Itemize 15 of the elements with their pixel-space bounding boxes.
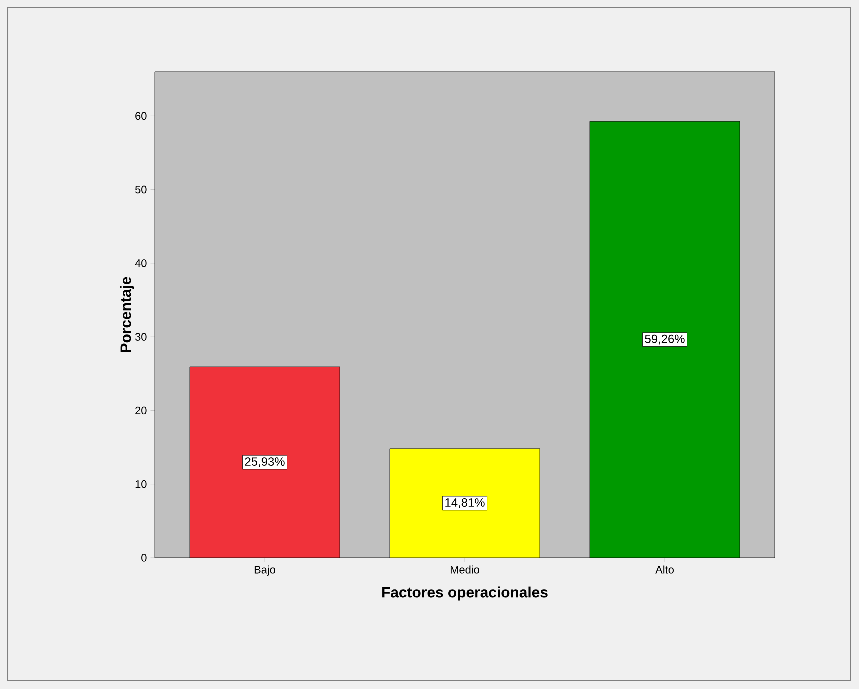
y-tick-label: 0 bbox=[142, 554, 147, 562]
x-tick-label: Alto bbox=[656, 566, 674, 574]
y-tick-label: 10 bbox=[136, 480, 147, 488]
y-tick-label: 20 bbox=[136, 406, 147, 415]
x-tick-label: Bajo bbox=[254, 566, 276, 576]
y-tick-label: 50 bbox=[135, 186, 147, 194]
y-tick-label: 40 bbox=[135, 260, 147, 268]
x-tick-label: Medio bbox=[450, 566, 480, 574]
data-label: 14,81% bbox=[446, 498, 485, 508]
x-axis-title: Factores operacionales bbox=[382, 586, 548, 601]
data-label: 59,26% bbox=[645, 334, 685, 345]
y-tick-label: 60 bbox=[136, 112, 147, 120]
data-label: 25,93% bbox=[245, 458, 285, 468]
y-axis-title: Porcentaje bbox=[120, 277, 134, 352]
y-tick-label: 30 bbox=[135, 333, 147, 341]
